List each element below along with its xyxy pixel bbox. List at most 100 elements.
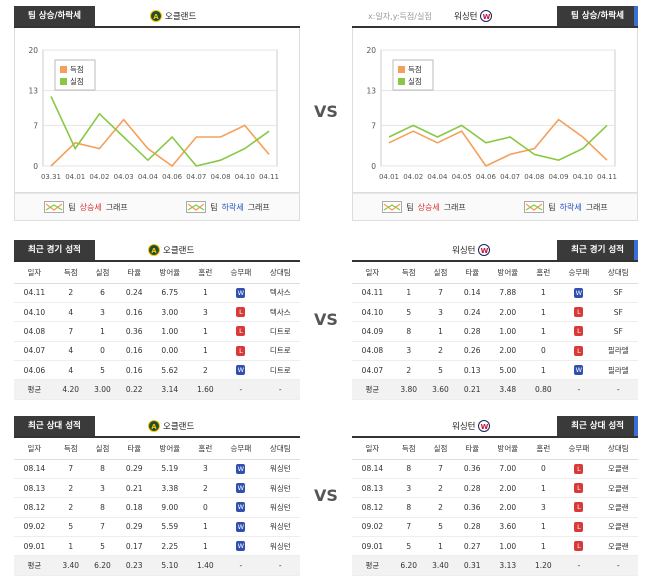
column-header: 실점 — [86, 262, 119, 284]
loss-badge-icon: L — [574, 326, 584, 337]
table-cell: 5.59 — [150, 517, 190, 538]
table-cell: 2 — [424, 497, 457, 518]
result-cell: W — [221, 360, 261, 381]
average-cell: - — [260, 555, 300, 577]
win-badge-icon: W — [574, 287, 584, 298]
table-cell: 2.25 — [150, 536, 190, 557]
table-cell: 오클랜 — [598, 478, 638, 499]
table-cell: 2.00 — [488, 497, 528, 518]
table-cell: 0 — [527, 459, 560, 479]
table-row: 04.11 1 7 0.14 7.88 1 W SF — [352, 283, 638, 303]
average-cell: - — [598, 379, 638, 401]
table-cell: 2.00 — [488, 478, 528, 499]
column-header: 홈런 — [527, 262, 560, 284]
y-tick-label: 20 — [28, 46, 38, 55]
column-header: 실점 — [424, 262, 457, 284]
table-cell: 3 — [86, 302, 119, 323]
team-name: 오클랜드 — [165, 12, 197, 22]
table-cell: 워싱턴 — [260, 459, 300, 479]
falling-graph-button[interactable]: 팀 하락세 그래프 — [524, 201, 608, 213]
average-cell: - — [598, 555, 638, 577]
y-tick-label: 13 — [366, 87, 376, 96]
h2h-table: 일자 득점 실점 타율 방어율 홈런 승무패 상대팀 08.14 7 8 0.29 5.19 3 W 워싱턴 0… — [14, 438, 300, 577]
loss-badge-icon: L — [236, 345, 246, 356]
x-tick-label: 03.31 — [41, 173, 61, 181]
table-cell: 디트로 — [260, 341, 300, 362]
average-cell: - — [260, 379, 300, 401]
average-cell: 평균 — [14, 555, 55, 577]
average-cell: 0.31 — [456, 555, 489, 577]
average-cell: 평균 — [352, 379, 393, 401]
average-cell: 4.20 — [54, 379, 87, 401]
average-row: 평균 3.40 6.20 0.23 5.10 1.40- - — [14, 555, 300, 577]
column-header: 실점 — [86, 438, 119, 460]
series-line — [388, 124, 608, 162]
table-row: 04.07 4 0 0.16 0.00 1 L 디트로 — [14, 341, 300, 362]
result-cell: W — [221, 497, 261, 518]
table-cell: 0.16 — [118, 302, 151, 323]
average-cell: 0.23 — [118, 555, 151, 577]
result-cell: W — [221, 517, 261, 538]
series-line — [50, 96, 270, 167]
x-tick-label: 04.10 — [573, 173, 593, 181]
table-row: 04.10 5 3 0.24 2.00 1 L SF — [352, 302, 638, 323]
table-cell: 04.11 — [14, 283, 55, 303]
rising-graph-button[interactable]: 팀 상승세 그래프 — [382, 201, 466, 213]
table-cell: 3.60 — [488, 517, 528, 538]
falling-graph-button[interactable]: 팀 하락세 그래프 — [186, 201, 270, 213]
result-cell: L — [559, 302, 599, 323]
table-cell: 08.12 — [352, 497, 393, 518]
table-cell: 04.08 — [14, 321, 55, 342]
table-cell: 04.08 — [352, 341, 393, 362]
win-badge-icon: W — [236, 541, 246, 552]
legend-graph-text: 그래프 — [247, 202, 270, 212]
table-row: 09.01 5 1 0.27 1.00 1 L 오클랜 — [352, 536, 638, 557]
table-cell: 1 — [527, 517, 560, 538]
table-cell: 1 — [527, 321, 560, 342]
x-tick-label: 04.02 — [403, 173, 423, 181]
legend-label: 실점 — [408, 76, 422, 86]
legend-swatch — [398, 78, 405, 85]
average-cell: 6.20 — [86, 555, 119, 577]
table-cell: 0.29 — [118, 459, 151, 479]
rising-graph-button[interactable]: 팀 상승세 그래프 — [44, 201, 128, 213]
table-cell: 1 — [527, 360, 560, 381]
table-cell: 1 — [189, 517, 222, 538]
result-cell: L — [559, 536, 599, 557]
result-cell: W — [221, 283, 261, 303]
win-badge-icon: W — [236, 463, 246, 474]
oakland-logo-icon: A — [148, 244, 160, 256]
h2h-header: 워싱턴 W 최근 상대 성적 — [352, 416, 638, 438]
legend-team-text: 팀 — [68, 202, 76, 212]
oakland-logo-icon: A — [150, 10, 162, 22]
table-cell: 0.00 — [150, 341, 190, 362]
table-cell: 5 — [54, 517, 87, 538]
win-badge-icon: W — [236, 502, 246, 513]
table-cell: 0.28 — [456, 321, 489, 342]
table-cell: 1 — [527, 478, 560, 499]
column-header: 타율 — [456, 262, 489, 284]
recent-title: 최근 경기 성적 — [14, 240, 95, 260]
table-cell: 09.01 — [352, 536, 393, 557]
chart-legend-bar: 팀 상승세 그래프 팀 하락세 그래프 — [14, 193, 300, 221]
table-row: 08.13 3 2 0.28 2.00 1 L 오클랜 — [352, 478, 638, 499]
table-cell: 4 — [54, 360, 87, 381]
legend-label: 득점 — [408, 64, 422, 74]
left-h2h-panel: 최근 상대 성적 A 오클랜드 일자 득점 실점 타율 방어율 홈런 승무패 상대팀 08.14… — [14, 416, 300, 577]
table-cell: 7 — [392, 517, 425, 538]
table-cell: 2.00 — [488, 341, 528, 362]
recent-games-table: 일자 득점 실점 타율 방어율 홈런 승무패 상대팀 04.11 1 7 0.14 7.88 1 W SF 04… — [352, 262, 638, 401]
table-cell: 04.07 — [352, 360, 393, 381]
table-cell: 1 — [189, 536, 222, 557]
table-cell: 6.75 — [150, 283, 190, 303]
x-tick-label: 04.07 — [186, 173, 206, 181]
loss-badge-icon: L — [574, 483, 584, 494]
table-cell: 7 — [424, 459, 457, 479]
legend-down-text: 하락세 — [221, 202, 244, 212]
table-cell: 7 — [54, 321, 87, 342]
table-cell: 6 — [86, 283, 119, 303]
table-cell: 09.01 — [14, 536, 55, 557]
average-cell: 3.48 — [488, 379, 528, 401]
column-header: 일자 — [352, 262, 393, 284]
falling-graph-icon — [186, 201, 207, 213]
